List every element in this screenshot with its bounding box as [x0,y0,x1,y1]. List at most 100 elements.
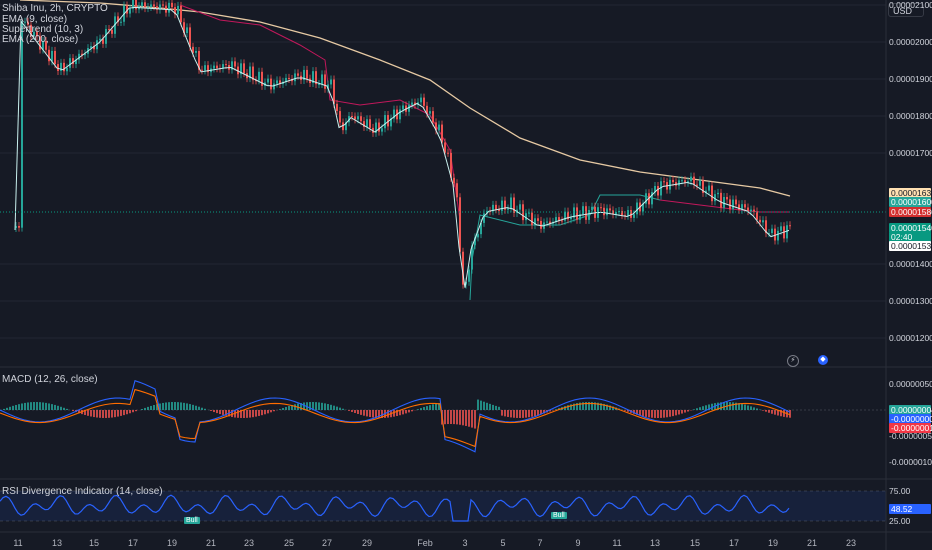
candle-body [267,78,269,83]
candle-body [759,219,761,223]
macd-histogram-bar [381,410,383,418]
time-tick: 7 [537,538,543,548]
macd-histogram-bar [147,406,149,410]
macd-line [0,380,791,453]
macd-histogram-bar [735,402,737,410]
main-price-pane[interactable] [0,0,886,301]
macd-histogram-bar [156,404,158,410]
candle-body [180,5,182,23]
candle-body [387,115,389,127]
candle-body [126,5,128,14]
macd-histogram-bar [597,402,599,410]
candle-body [708,185,710,191]
candle-body [75,59,77,65]
candle-body [66,67,68,72]
candle-body [381,128,383,132]
macd-histogram-bar [159,403,161,410]
ema9-legend[interactable]: EMA (9, close) [2,14,68,25]
candle-body [231,61,233,70]
macd-histogram-bar [111,410,113,418]
candle-body [273,83,275,90]
macd-histogram-bar [348,410,350,411]
candle-body [753,209,755,212]
macd-histogram-bar [405,410,407,414]
candle-body [159,4,161,10]
candle-body [570,217,572,220]
candle-body [72,58,74,65]
candle-body [654,186,656,193]
macd-histogram-bar [576,403,578,410]
candle-body [132,0,134,9]
candle-body [90,46,92,49]
candle-body [252,66,254,81]
macd-histogram-bar [96,410,98,418]
candle-body [618,210,620,213]
macd-histogram-bar [732,402,734,410]
currency-button[interactable]: USD [888,3,924,17]
macd-legend[interactable]: MACD (12, 26, close) [2,374,98,385]
bar-countdown-label: 02:40 [889,232,931,242]
time-tick: 11 [612,538,622,548]
macd-histogram-bar [201,407,203,410]
candle-body [732,199,734,210]
macd-histogram-bar [651,410,653,418]
macd-histogram-bar [204,408,206,410]
candle-body [222,64,224,69]
rsi-legend[interactable]: RSI Divergence Indicator (14, close) [2,486,163,497]
candle-body [720,192,722,208]
rsi-pane[interactable] [0,494,790,522]
candle-body [144,2,146,9]
macd-histogram-bar [525,410,527,418]
candle-body [324,74,326,89]
macd-histogram-bar [492,404,494,410]
macd-histogram-bar [237,410,239,418]
macd-histogram-bar [495,405,497,410]
rsi-value-label: 48.52 [889,503,931,514]
macd-histogram-bar [708,404,710,410]
supertrend-legend[interactable]: Supertrend (10, 3) [2,24,84,35]
candle-body [213,65,215,69]
macd-histogram-bar [27,402,29,410]
candle-body [702,180,704,193]
time-tick: 5 [500,538,506,548]
candle-body [735,199,737,205]
candle-body [420,97,422,103]
macd-histogram-bar [663,410,665,418]
macd-histogram-bar [627,410,629,412]
macd-histogram-bar [174,402,176,410]
candle-body [204,65,206,71]
candle-body [399,109,401,120]
candle-body [378,122,380,132]
candle-body [432,111,434,123]
macd-histogram-bar [408,410,410,413]
supertrend-line [659,199,790,213]
macd-histogram-bar [141,408,143,410]
candle-body [237,66,239,75]
macd-pane[interactable] [0,380,791,453]
macd-histogram-bar [21,403,23,410]
macd-histogram-bar [102,410,104,418]
macd-histogram-bar [339,407,341,410]
macd-histogram-bar [309,402,311,410]
candle-body [504,200,506,210]
macd-histogram-bar [723,402,725,410]
macd-histogram-bar [213,410,215,413]
macd-histogram-bar [375,410,377,418]
lightning-icon[interactable]: ⚡ [787,355,799,367]
event-flag-icon[interactable]: ◆ [818,355,828,365]
macd-histogram-bar [54,404,56,410]
candle-body [351,116,353,118]
macd-histogram-bar [429,405,431,410]
macd-histogram-bar [678,410,680,415]
macd-histogram-bar [765,410,767,412]
symbol-title[interactable]: Shiba Inu, 2h, CRYPTO [2,3,108,14]
time-tick: 19 [767,538,779,548]
supertrend-line [179,4,461,221]
macd-histogram-bar [687,410,689,412]
ema200-legend[interactable]: EMA (200, close) [2,34,79,45]
macd-histogram-bar [411,410,413,412]
macd-histogram-bar [39,402,41,410]
candle-body [345,122,347,131]
